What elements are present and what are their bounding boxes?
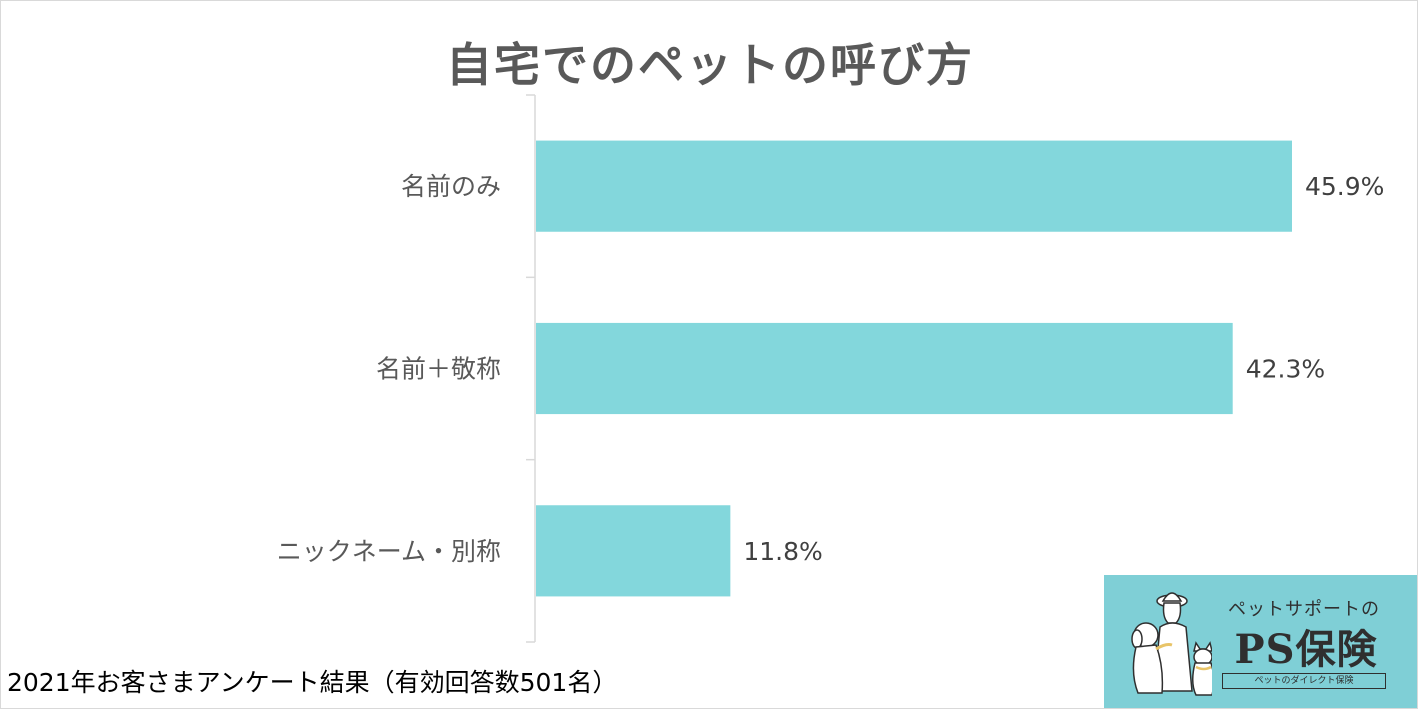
pet-and-owner-illustration: [1131, 592, 1212, 696]
bar-2: [536, 322, 1233, 415]
category-label-2: 名前＋敬称: [376, 355, 501, 384]
ps-insurance-logo: ペットサポートの PS保険 ペットのダイレクト保険: [1104, 575, 1417, 708]
value-label-3: 11.8%: [743, 537, 822, 566]
value-label-1: 45.9%: [1305, 172, 1384, 201]
category-label-3: ニックネーム・別称: [277, 537, 501, 566]
category-label-1: 名前のみ: [401, 172, 501, 201]
logo-brand-name: PS保険: [1234, 626, 1378, 673]
bar-3: [536, 505, 731, 597]
value-label-2: 42.3%: [1246, 355, 1325, 384]
logo-subtitle: ペットのダイレクト保険: [1222, 673, 1386, 689]
survey-footnote: 2021年お客さまアンケート結果（有効回答数501名）: [7, 668, 618, 697]
chart-title: 自宅でのペットの呼び方: [446, 38, 974, 92]
logo-tagline: ペットサポートの: [1228, 599, 1380, 620]
bar-1: [536, 140, 1292, 232]
